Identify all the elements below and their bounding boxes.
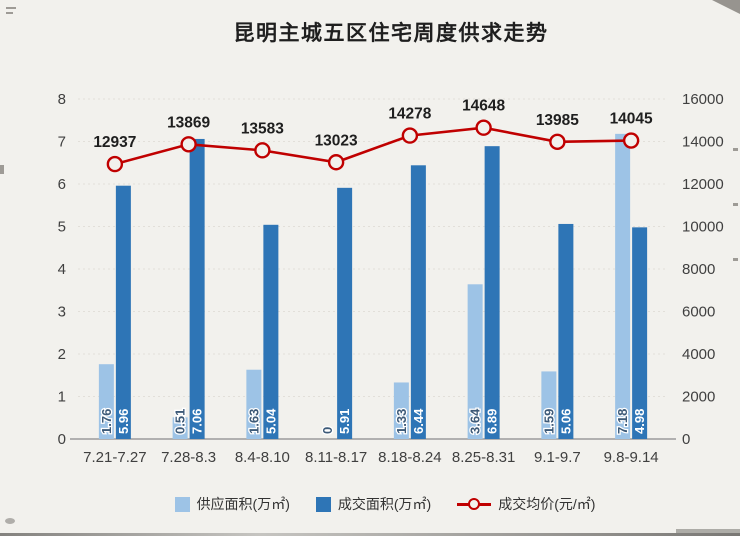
bar-value-label: 3.64 <box>468 408 483 434</box>
left-axis-tick: 1 <box>58 389 66 406</box>
right-axis-tick: 2000 <box>682 389 715 406</box>
price-point <box>327 154 345 171</box>
legend-label-transaction: 成交面积(万㎡) <box>337 496 432 512</box>
left-axis-tick: 8 <box>58 91 66 108</box>
photo-artifact <box>6 7 16 9</box>
bar-value-label: 5.91 <box>337 409 352 434</box>
x-axis-label: 8.4-8.10 <box>235 449 290 466</box>
bar-value-label: 7.18 <box>615 409 630 434</box>
supply-bar <box>467 284 483 439</box>
right-axis-tick: 12000 <box>682 176 724 193</box>
right-axis-tick: 16000 <box>682 91 724 108</box>
bar-value-label: 1.59 <box>541 409 556 434</box>
legend-label-price: 成交均价(元/㎡) <box>498 496 596 512</box>
transaction-bar <box>189 138 205 439</box>
bar-value-label: 7.06 <box>190 409 205 434</box>
supply-bar <box>615 133 631 439</box>
transaction-bar <box>558 223 574 439</box>
legend-item-transaction: 成交面积(万㎡) <box>315 494 432 514</box>
transaction-bar <box>115 185 131 439</box>
bar-value-label: 1.63 <box>246 409 261 434</box>
price-label: 13985 <box>536 112 579 129</box>
x-axis-label: 9.8-9.14 <box>604 449 659 466</box>
photo-artifact <box>676 529 740 533</box>
photo-artifact <box>733 148 738 151</box>
left-axis-tick: 4 <box>58 261 66 278</box>
bar-value-label: 6.44 <box>411 408 426 434</box>
price-point <box>106 155 124 173</box>
x-axis-label: 8.11-8.17 <box>305 449 367 466</box>
photo-artifact <box>733 258 738 261</box>
price-label: 14045 <box>610 111 653 128</box>
price-label: 12937 <box>93 134 136 151</box>
x-axis-label: 8.18-8.24 <box>378 449 441 466</box>
price-line-icon <box>457 498 492 510</box>
supply-swatch-icon <box>174 496 190 512</box>
bar-value-label: 5.06 <box>558 409 573 434</box>
price-point <box>254 142 271 159</box>
photo-artifact <box>6 12 13 14</box>
transaction-bar <box>410 165 426 440</box>
left-axis-tick: 0 <box>58 431 66 448</box>
photo-artifact <box>0 165 4 174</box>
photo-artifact <box>733 203 738 206</box>
right-axis-tick: 8000 <box>682 261 715 278</box>
supply-demand-chart: 0 1 2 3 4 5 6 7 8 0 2000 4000 6000 8000 10000 12000 1400… <box>58 91 724 466</box>
legend-label-supply: 供应面积(万㎡) <box>196 496 290 512</box>
left-axis-tick: 6 <box>58 176 66 193</box>
supply-bar <box>393 382 409 439</box>
price-point <box>549 133 566 151</box>
transaction-bar <box>263 224 279 439</box>
left-axis-tick: 3 <box>58 304 66 321</box>
right-axis-tick: 14000 <box>682 134 724 151</box>
bar-value-label: 0 <box>320 427 335 434</box>
legend-item-supply: 供应面积(万㎡) <box>174 494 290 514</box>
bar-value-label: 6.89 <box>485 409 500 434</box>
price-line <box>114 126 632 166</box>
price-point <box>622 132 640 149</box>
price-point <box>401 127 419 144</box>
price-label: 13869 <box>167 114 210 131</box>
transaction-bar <box>484 146 500 440</box>
left-axis-tick: 7 <box>58 134 66 151</box>
price-point <box>475 119 492 136</box>
bar-value-label: 0.51 <box>173 409 188 434</box>
bar-value-label: 5.04 <box>263 408 278 434</box>
right-axis-tick: 6000 <box>682 304 715 321</box>
photo-artifact <box>5 518 15 524</box>
price-label: 14278 <box>388 106 431 123</box>
x-axis-label: 9.1-9.7 <box>534 449 581 466</box>
price-label: 13023 <box>315 132 358 149</box>
legend-item-price: 成交均价(元/㎡) <box>457 494 595 514</box>
supply-bar <box>541 371 557 439</box>
right-axis-tick: 10000 <box>682 219 724 236</box>
right-axis-tick: 0 <box>682 431 690 448</box>
bar-value-label: 5.96 <box>116 409 131 434</box>
bar-value-label: 1.33 <box>394 409 409 434</box>
supply-bar <box>98 364 114 439</box>
price-point <box>180 136 197 153</box>
price-label: 13583 <box>241 120 284 137</box>
price-ring-icon <box>468 498 481 510</box>
bar-value-label: 1.76 <box>99 409 114 434</box>
chart-title: 昆明主城五区住宅周度供求走势 <box>233 22 549 45</box>
photo-artifact <box>0 533 740 536</box>
x-axis-label: 8.25-8.31 <box>452 449 515 466</box>
x-axis-label: 7.28-8.3 <box>161 449 216 466</box>
supply-bar <box>172 417 188 439</box>
chart-legend: 供应面积(万㎡) 成交面积(万㎡) 成交均价(元/㎡) <box>0 494 740 514</box>
transaction-swatch-icon <box>315 496 331 512</box>
left-axis-tick: 5 <box>58 219 66 236</box>
transaction-bar <box>632 227 648 439</box>
transaction-bar <box>337 187 353 439</box>
supply-bar <box>246 369 262 439</box>
bar-value-label: 4.98 <box>632 409 647 434</box>
x-axis-label: 7.21-7.27 <box>83 449 146 466</box>
price-label: 14648 <box>462 98 505 115</box>
right-axis-tick: 4000 <box>682 346 715 363</box>
left-axis-tick: 2 <box>58 346 66 363</box>
